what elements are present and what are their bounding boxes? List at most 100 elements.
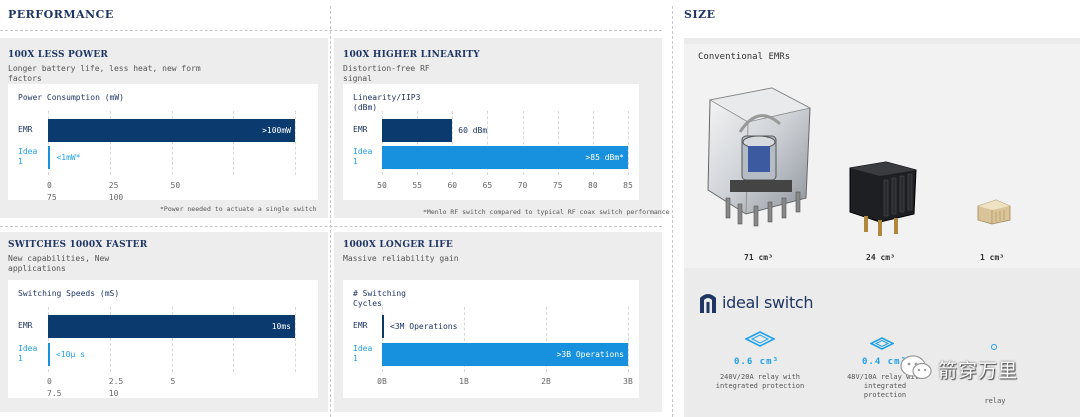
chart-card-cycles [343,280,639,398]
tick-label: 7.5 [47,389,62,398]
feature-dot-icon-3 [991,344,997,350]
category-label: Idea 1 [353,344,373,363]
ideal-switch-brand: ideal switch [722,293,814,312]
panel-title-speed: SWITCHES 1000X FASTER [8,240,148,250]
bar-data-label: <10μ s [56,350,85,359]
ideal-switch-logo-icon [698,292,718,314]
size-caption-large: 71 cm³ [744,253,773,262]
tick-label: 3B [623,377,633,386]
watermark-logo-icon [900,354,932,382]
gridline [233,111,235,175]
bar-data-label: <3M Operations [390,322,458,331]
size-title: SIZE [684,8,716,21]
category-label: Idea 1 [18,344,38,363]
feature-value-1: 0.6 cm³ [734,357,779,367]
bar-data-label: >100mW [262,126,291,135]
feature-desc-2: 48V/10A relay with integrated protection [847,373,923,399]
tick-label: 60 [447,181,458,190]
gridline [382,307,383,372]
panel-title-linearity: 100X HIGHER LINEARITY [343,50,480,60]
size-caption-medium: 24 cm³ [866,253,895,262]
chart-title-linearity: Linearity/IIP3 (dBm) [353,93,421,112]
bar-data-label: 10ms [271,322,291,331]
chart-card-power [8,84,318,200]
size-caption-small: 1 cm³ [980,253,1005,262]
gridline [233,307,235,372]
bar-idea [48,146,51,169]
tick-label: 75 [47,193,57,202]
panel-title-power: 100X LESS POWER [8,50,109,60]
chart-card-speed [8,280,318,398]
bar-emr [48,119,295,142]
bar-data-label: 60 dBm [458,126,488,135]
small-switch-image [976,198,1012,226]
tick-label: 2B [541,377,551,386]
gridline [628,307,629,372]
chart-title-cycles: # Switching Cycles [353,289,406,308]
footnote-power: *Power needed to actuate a single switch [160,205,317,213]
bar-data-label: >85 dBm* [585,153,624,162]
gridline [109,111,111,175]
category-label: EMR [353,321,368,330]
category-label: EMR [353,125,368,134]
bar-data-label: >3B Operations [556,350,624,359]
bar-idea [382,146,628,169]
bar-emr [382,315,384,338]
bar-emr [48,315,295,338]
tick-label: 70 [517,181,528,190]
watermark-text: 箭穿万里 [938,360,1019,382]
chart-title-speed: Switching Speeds (mS) [18,289,120,298]
category-label: Idea 1 [353,147,373,166]
tick-label: 80 [588,181,598,190]
divider-size-vertical [672,6,673,417]
tick-label: 55 [412,181,422,190]
divider-perf-middle [0,226,662,227]
category-label: EMR [18,321,33,330]
gridline [487,111,489,175]
tick-label: 0 [47,377,52,386]
large-relay-image [702,80,814,230]
conventional-emrs-label: Conventional EMRs [698,52,791,62]
tick-label: 2.5 [108,377,124,386]
panel-subtitle-speed: New capabilities, New applications [8,254,110,273]
chart-card-linearity [343,84,639,200]
performance-title: PERFORMANCE [8,8,114,21]
gridline [557,111,559,175]
gridline [48,307,49,372]
feature-desc-3: relay [984,397,1006,405]
gridline [628,111,629,175]
category-label: EMR [18,125,33,134]
tick-label: 5 [170,377,176,386]
bar-data-label: <1mW* [56,153,81,162]
gridline [464,307,465,372]
feature-desc-1: 240V/20A relay with integrated protectio… [715,373,805,390]
tick-label: 1B [459,377,469,386]
tick-label: 25 [108,181,119,190]
tick-label: 50 [377,181,387,190]
feature-diamond-icon-1 [744,331,776,347]
feature-value-2: 0.4 cm³ [862,357,907,367]
gridline [295,307,296,372]
tick-label: 50 [170,181,181,190]
gridline [452,111,454,175]
gridline [171,111,173,175]
bar-idea [382,343,628,366]
tick-label: 85 [623,181,633,190]
footnote-linearity: *Menlo RF switch compared to typical RF … [423,208,670,216]
panel-title-cycles: 1000X LONGER LIFE [343,240,453,250]
medium-relay-image [846,158,920,240]
gridline [546,307,547,372]
tick-label: 65 [482,181,493,190]
gridline [171,307,173,372]
chart-title-power: Power Consumption (mW) [18,93,124,102]
gridline [109,307,111,372]
gridline [48,111,49,175]
gridline [295,111,296,175]
gridline [382,111,383,175]
bar-emr [382,119,453,142]
divider-perf-vertical [330,6,331,417]
gridline [417,111,419,175]
tick-label: 75 [552,181,563,190]
panel-subtitle-power: Longer battery life, less heat, new form… [8,64,201,83]
bar-idea [48,343,50,366]
